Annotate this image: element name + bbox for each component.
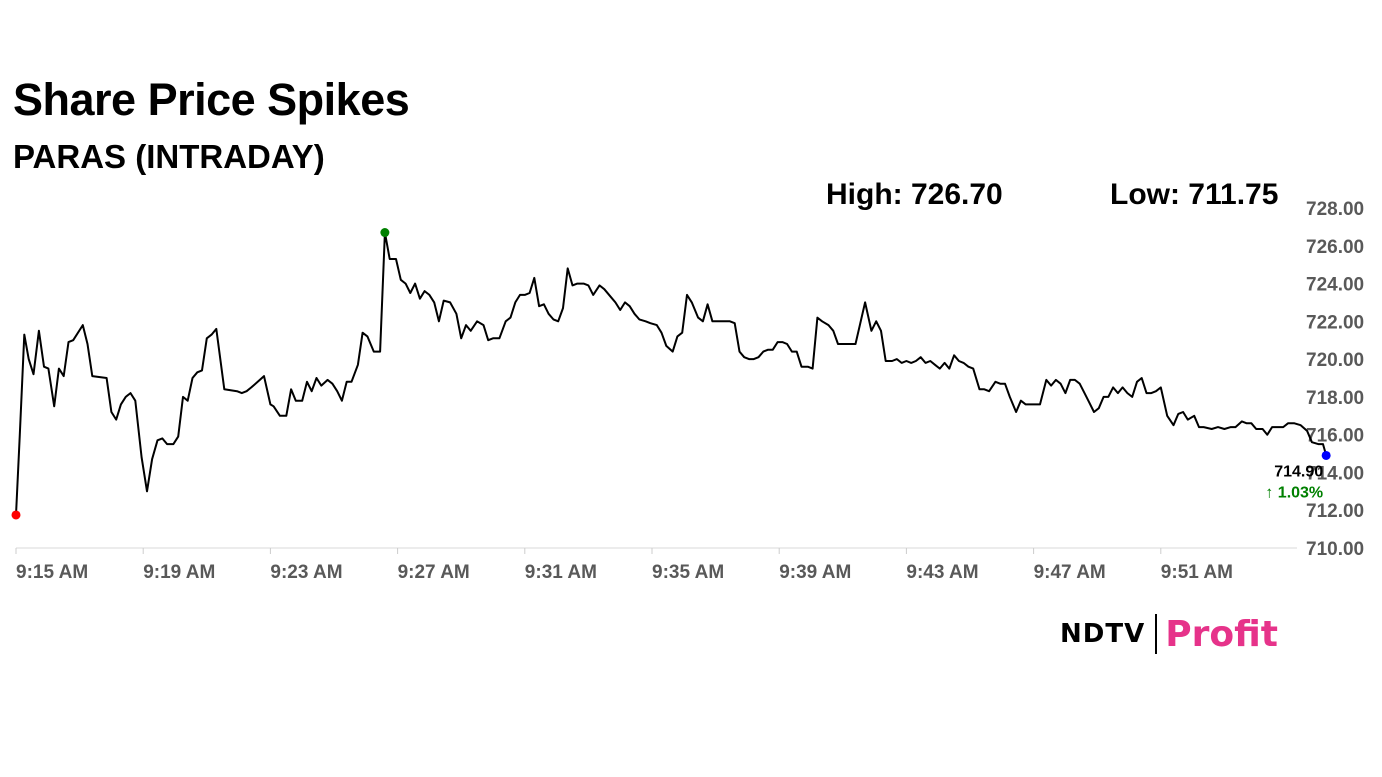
price-line — [15, 231, 1328, 515]
y-tick-label: 712.00 — [1306, 501, 1364, 522]
x-tick-label: 9:47 AM — [1034, 562, 1106, 583]
y-tick-label: 724.00 — [1306, 275, 1364, 296]
y-tick-label: 726.00 — [1306, 237, 1364, 258]
x-tick-label: 9:35 AM — [652, 562, 724, 583]
chart-subtitle: PARAS (INTRADAY) — [13, 138, 325, 175]
x-tick-label: 9:15 AM — [16, 562, 88, 583]
y-tick-label: 714.00 — [1306, 463, 1364, 484]
marker-open — [11, 510, 21, 520]
y-tick-label: 716.00 — [1306, 426, 1364, 447]
last-price-label: 714.90 — [1274, 463, 1323, 480]
x-tick-label: 9:19 AM — [143, 562, 215, 583]
y-tick-label: 728.00 — [1306, 199, 1364, 220]
x-tick-label: 9:27 AM — [398, 562, 470, 583]
x-tick-label: 9:31 AM — [525, 562, 597, 583]
high-value: High: 726.70 — [826, 178, 1003, 211]
intraday-line-chart: 9:15 AM 9:19 AM 9:23 AM 9:27 AM 9:31 AM 9:35 … — [11, 199, 1364, 583]
ndtv-profit-logo: NDTV Profit — [1060, 612, 1278, 656]
y-tick-label: 718.00 — [1306, 388, 1364, 409]
chart-title: Share Price Spikes — [13, 74, 410, 125]
x-tick-label: 9:51 AM — [1161, 562, 1233, 583]
x-tick-label: 9:39 AM — [779, 562, 851, 583]
low-value: Low: 711.75 — [1110, 178, 1279, 211]
change-percent-label: ↑ 1.03% — [1265, 484, 1323, 501]
x-tick-label: 9:23 AM — [270, 562, 342, 583]
x-tick-label: 9:43 AM — [906, 562, 978, 583]
logo-ndtv-text: NDTV — [1060, 619, 1146, 649]
marker-high — [380, 228, 390, 238]
y-tick-label: 722.00 — [1306, 312, 1364, 333]
marker-last — [1321, 450, 1331, 460]
y-tick-label: 710.00 — [1306, 539, 1364, 560]
logo-separator — [1155, 614, 1158, 654]
y-tick-label: 720.00 — [1306, 350, 1364, 371]
logo-profit-text: Profit — [1165, 613, 1278, 655]
